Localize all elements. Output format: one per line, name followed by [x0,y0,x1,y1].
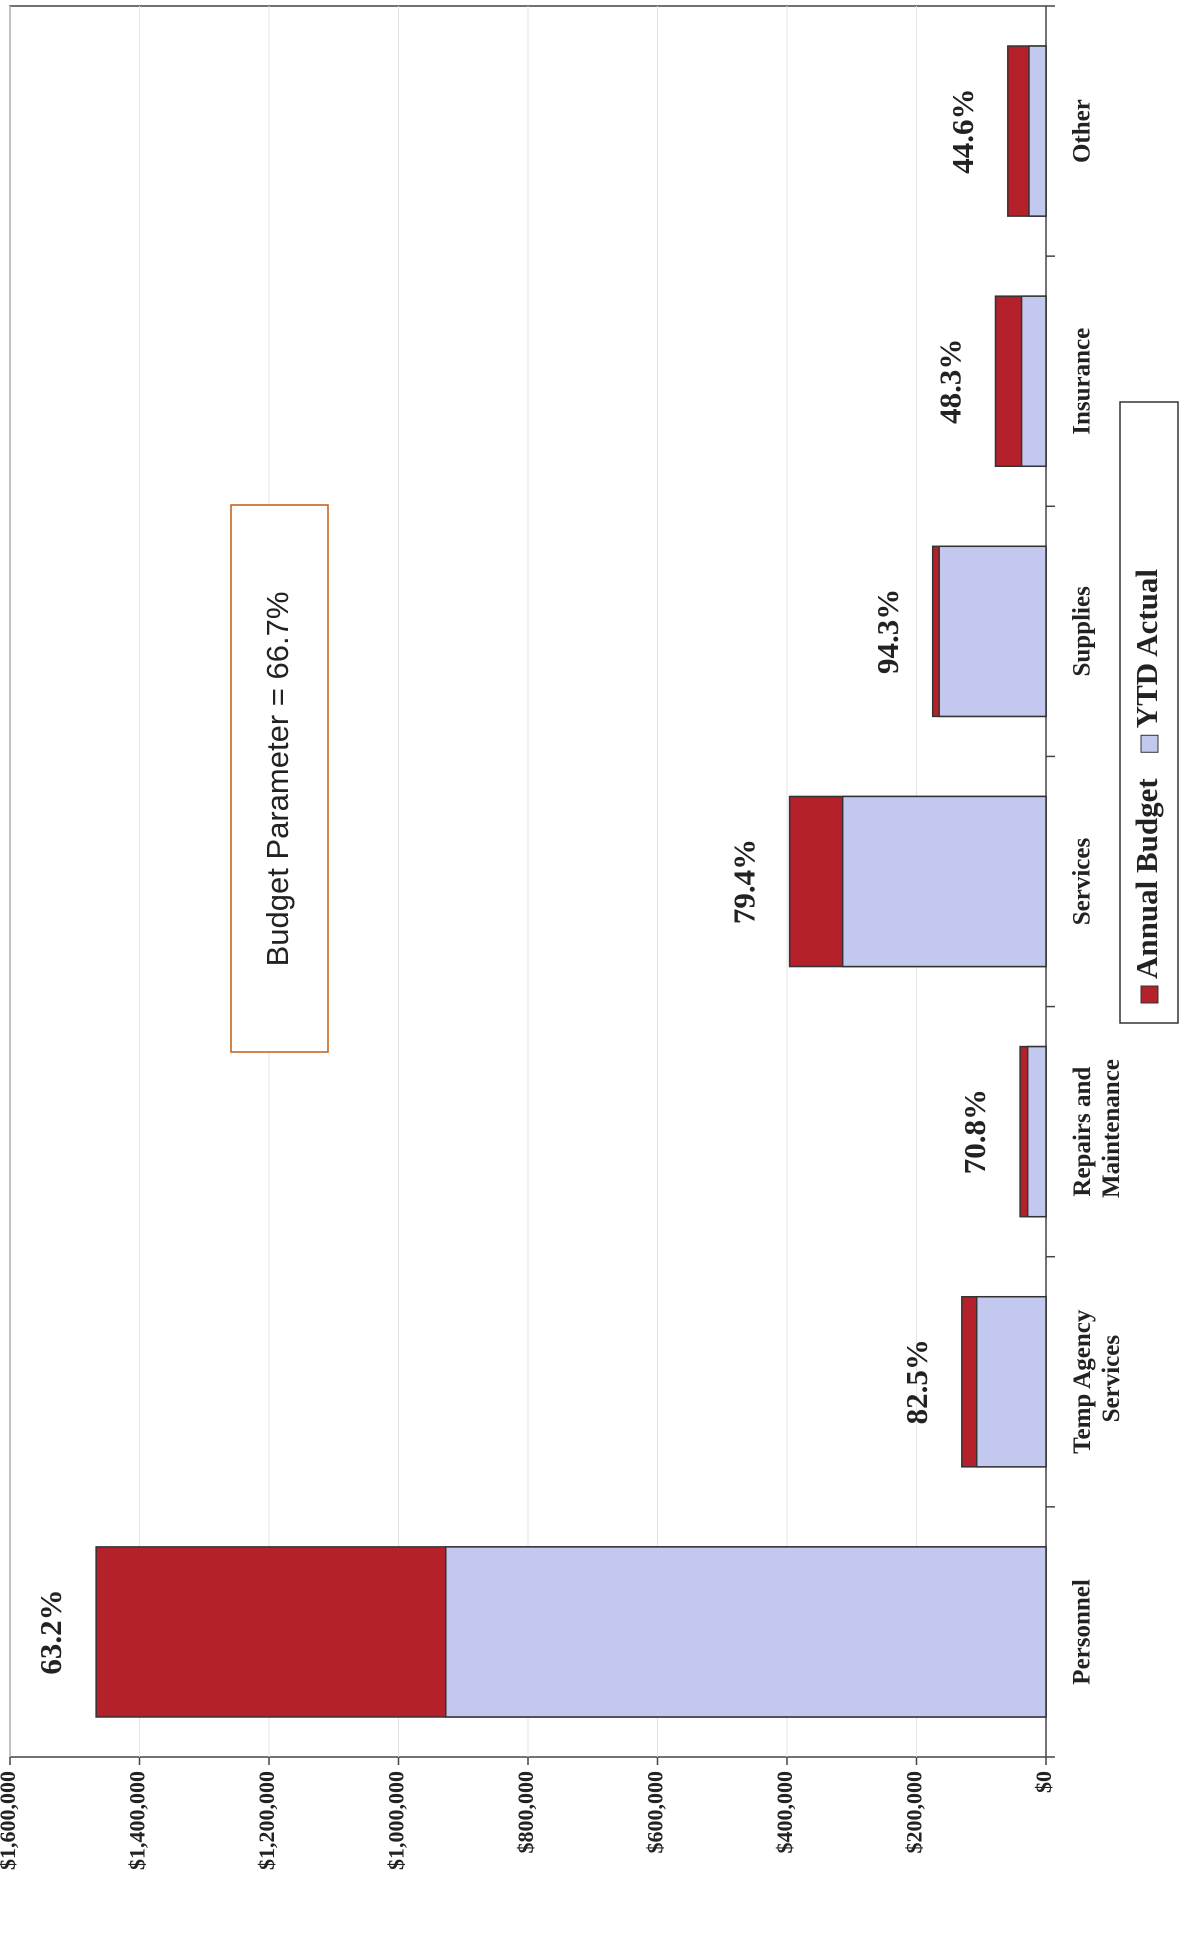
percent-label: 79.4% [727,839,762,924]
y-tick-label: $200,000 [902,1771,927,1854]
y-tick-label: $1,400,000 [125,1771,150,1870]
percent-label: 48.3% [933,339,968,424]
x-tick-label: Temp Agency Services [1069,1309,1125,1454]
legend-label: Annual Budget [1129,778,1164,979]
bar [1028,45,1047,217]
percent-label: 82.5% [899,1339,934,1424]
y-tick-label: $1,000,000 [384,1771,409,1870]
legend-swatch [1140,734,1159,753]
legend-label: YTD Actual [1129,569,1164,729]
bar [841,795,1047,968]
y-tick-label: $600,000 [643,1771,668,1854]
legend-swatch [1140,985,1159,1004]
bar [975,1295,1047,1468]
y-tick-label: $0 [1031,1771,1056,1793]
percent-label: 94.3% [870,589,905,674]
bar [1026,1045,1047,1218]
percent-label: 70.8% [957,1089,992,1174]
bar [445,1546,1047,1718]
rotated-chart: $0 $200,000 $400,000 $600,000 $800,000 $1,000… [0,5,1179,1870]
x-tick-label: Services [1069,838,1096,926]
percent-label: 44.6% [945,88,980,173]
y-tick-label: $400,000 [772,1771,797,1854]
percent-label: 63.2% [33,1589,68,1674]
x-tick-label: Insurance [1069,328,1096,435]
bar [1020,295,1047,468]
y-tick-label: $1,600,000 [0,1771,20,1870]
annotation: Budget Parameter = 66.7% [260,592,295,967]
y-tick-label: $800,000 [513,1771,538,1854]
legend-box [1119,401,1179,1024]
annotation-box [230,504,329,1053]
x-tick-label: Supplies [1069,586,1096,677]
x-tick-label: Other [1069,99,1096,163]
x-tick-label: Repairs and Maintenance [1069,1059,1125,1204]
x-tick-label: Personnel [1069,1579,1096,1685]
y-tick-label: $1,200,000 [254,1771,279,1870]
bar [938,545,1047,718]
